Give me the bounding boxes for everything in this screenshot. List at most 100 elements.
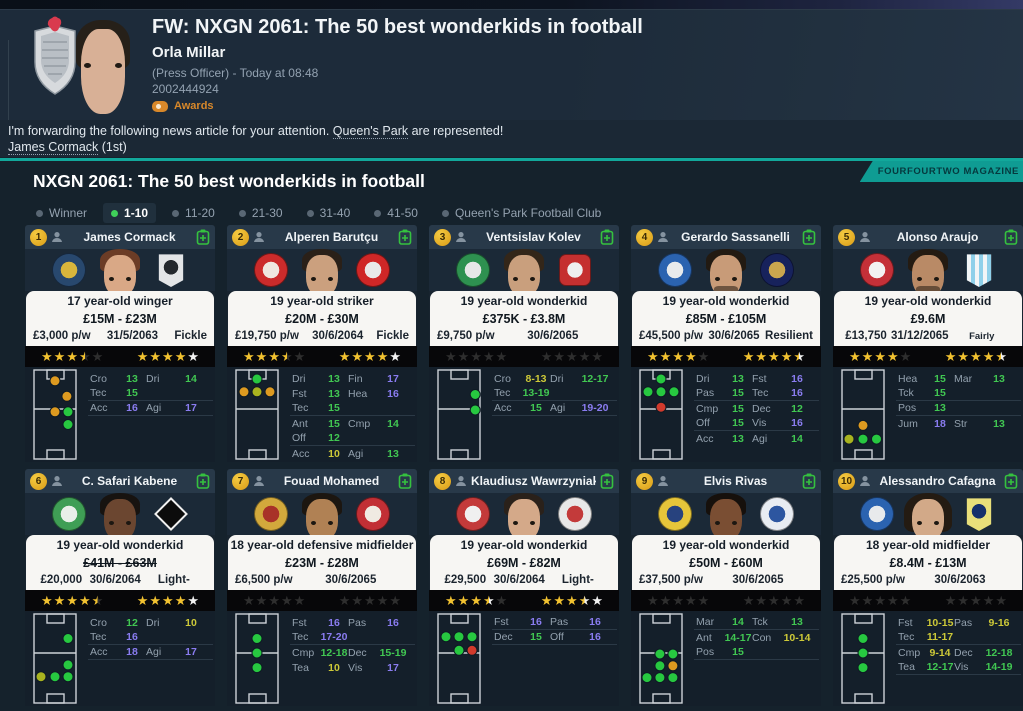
player-link[interactable]: James Cormack — [8, 140, 99, 155]
nation-badge[interactable] — [254, 253, 288, 287]
scout-report-icon[interactable] — [398, 473, 412, 489]
nation-badge[interactable] — [52, 497, 86, 531]
player-card-8[interactable]: 8 Klaudiusz Wawrzyniak 19 year-old wonderk… — [429, 469, 619, 706]
scout-report-icon[interactable] — [1004, 473, 1018, 489]
filter-queen-s-park-football-club[interactable]: Queen's Park Football Club — [434, 203, 609, 223]
player-face — [498, 249, 550, 291]
card-body: Fst 16 Pas 16 Tec 17-20 Cmp 12-18 Dec 15-19 Tea 10 V… — [227, 611, 417, 706]
club-badge[interactable] — [962, 253, 996, 287]
stat-label: Tec — [494, 387, 511, 399]
eye — [513, 276, 519, 281]
star-icon: ★ — [268, 349, 280, 364]
player-name[interactable]: Elvis Rivas — [703, 474, 768, 488]
stat-label: Tec — [292, 631, 309, 643]
awards-chip[interactable]: Awards — [152, 100, 214, 112]
position-dot — [440, 631, 452, 643]
nation-badge[interactable] — [658, 253, 692, 287]
nation-badge[interactable] — [254, 497, 288, 531]
filter-winner[interactable]: Winner — [28, 203, 95, 223]
nation-badge[interactable] — [860, 253, 894, 287]
player-description: 18 year-old midfielder — [865, 538, 991, 552]
player-name[interactable]: C. Safari Kabene — [81, 474, 178, 488]
club-badge[interactable] — [356, 253, 390, 287]
star-icon: ★ — [944, 349, 957, 364]
stat-value: 15 — [934, 372, 946, 385]
scout-report-icon[interactable] — [1004, 229, 1018, 245]
sender-name[interactable]: Orla Millar — [152, 44, 226, 61]
player-face — [296, 249, 348, 291]
club-badge[interactable] — [356, 497, 390, 531]
scout-report-icon[interactable] — [398, 229, 412, 245]
club-badge-shape — [356, 497, 390, 531]
position-dot — [667, 660, 679, 672]
person-icon — [860, 476, 870, 486]
position-dot — [857, 662, 869, 674]
player-name[interactable]: Fouad Mohamed — [283, 474, 380, 488]
scout-report-icon[interactable] — [802, 473, 816, 489]
stat-value: 16 — [589, 631, 601, 643]
player-name[interactable]: Alperen Barutçu — [284, 230, 379, 244]
star-icon: ★ — [899, 349, 912, 364]
scout-report-icon[interactable] — [600, 473, 614, 489]
nation-badge[interactable] — [456, 497, 490, 531]
player-card-7[interactable]: 7 Fouad Mohamed 18 year-old defensive midf… — [227, 469, 417, 706]
award-icon — [152, 100, 168, 112]
player-card-6[interactable]: 6 C. Safari Kabene 19 year-old wonderkid £4… — [25, 469, 215, 706]
player-card-1[interactable]: 1 James Cormack 17 year-old winger £15M - £… — [25, 225, 215, 462]
filter-1-10[interactable]: 1-10 — [103, 203, 157, 223]
star-icon: ★ — [255, 593, 268, 608]
filter-11-20[interactable]: 11-20 — [164, 203, 223, 223]
player-card-2[interactable]: 2 Alperen Barutçu 19 year-old striker £20M … — [227, 225, 417, 462]
stat-label: Dec — [348, 646, 367, 659]
scout-report-icon[interactable] — [600, 229, 614, 245]
player-card-5[interactable]: 5 Alonso Araujo 19 year-old wonderkid £9.6M… — [833, 225, 1023, 462]
star-icon: ★ — [445, 593, 457, 608]
player-name[interactable]: James Cormack — [83, 230, 176, 244]
player-face — [700, 249, 752, 291]
player-card-4[interactable]: 4 Gerardo Sassanelli 19 year-old wonderkid… — [631, 225, 821, 462]
club-badge[interactable] — [760, 253, 794, 287]
stat-label: Cmp — [696, 402, 719, 415]
contract-row: £9,750 p/w 30/6/2065 — [430, 328, 618, 344]
player-name[interactable]: Klaudiusz Wawrzyniak — [471, 474, 596, 488]
star-icon: ★ — [280, 349, 293, 364]
player-card-3[interactable]: 3 Ventsislav Kolev 19 year-old wonderkid £3… — [429, 225, 619, 462]
star-icon: ★ — [780, 349, 793, 364]
club-badge[interactable] — [154, 253, 188, 287]
filter-31-40[interactable]: 31-40 — [299, 203, 359, 223]
filter-21-30[interactable]: 21-30 — [231, 203, 291, 223]
nation-badge[interactable] — [52, 253, 86, 287]
scout-report-icon[interactable] — [802, 229, 816, 245]
attribute-row: Tea 12-17 Vis 14-19 — [896, 660, 1021, 675]
club-badge[interactable] — [558, 497, 592, 531]
stat-label: Acc — [90, 402, 108, 414]
star-icon: ★ — [243, 593, 255, 608]
player-card-10[interactable]: 10 Alessandro Cafagna 18 year-old midfield… — [833, 469, 1023, 706]
nation-badge[interactable] — [658, 497, 692, 531]
club-badge[interactable] — [154, 497, 188, 531]
player-card-9[interactable]: 9 Elvis Rivas 19 year-old wonderkid £50M - … — [631, 469, 821, 706]
club-badge[interactable] — [962, 497, 996, 531]
player-name[interactable]: Alonso Araujo — [896, 230, 979, 244]
club-badge[interactable] — [760, 497, 794, 531]
nation-badge[interactable] — [860, 497, 894, 531]
filter-41-50[interactable]: 41-50 — [366, 203, 426, 223]
scout-report-icon[interactable] — [196, 229, 210, 245]
player-name[interactable]: Gerardo Sassanelli — [681, 230, 790, 244]
nation-badge[interactable] — [456, 253, 490, 287]
potential-ability-stars: ★ ★ ★ ★ ★ — [137, 350, 199, 363]
player-name[interactable]: Ventsislav Kolev — [486, 230, 581, 244]
stat-value: 14 — [185, 372, 197, 385]
scout-report-icon[interactable] — [196, 473, 210, 489]
star-icon: ★ — [553, 593, 566, 608]
nation-badge-shape — [254, 253, 288, 287]
club-link[interactable]: Queen's Park — [332, 124, 409, 139]
star-icon: ★ — [899, 593, 912, 608]
star-ratings: ★ ★ ★ ★ ★ ★ ★ ★ ★ ★ — [429, 590, 619, 611]
sender-meta: (Press Officer) - Today at 08:48 — [152, 66, 319, 80]
player-description: 19 year-old wonderkid — [662, 294, 790, 308]
player-name[interactable]: Alessandro Cafagna — [879, 474, 996, 488]
pitch-graphic — [235, 369, 279, 460]
position-dot — [453, 631, 465, 643]
club-badge[interactable] — [558, 253, 592, 287]
